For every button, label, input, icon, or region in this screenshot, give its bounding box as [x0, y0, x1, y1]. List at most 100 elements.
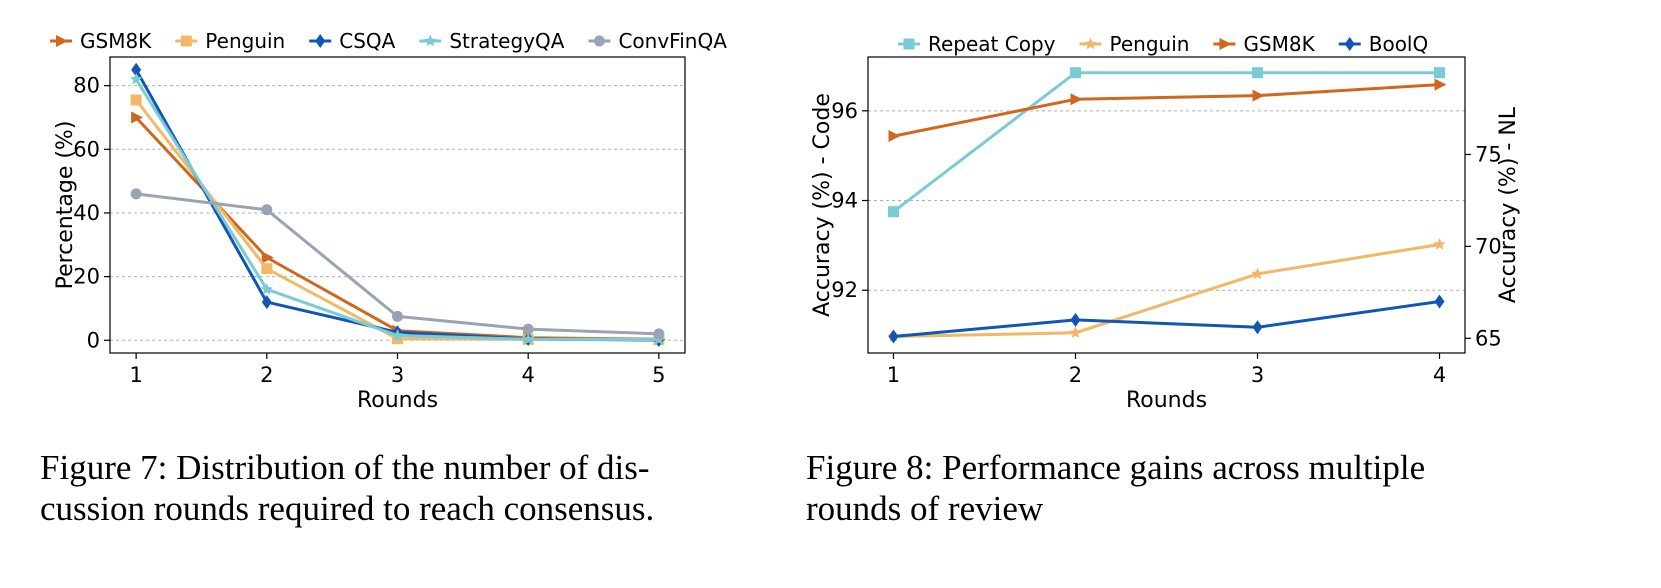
legend-label: GSM8K	[1243, 32, 1315, 56]
legend-marker-repeat-copy	[903, 38, 915, 50]
y-tick-label: 80	[73, 74, 100, 98]
legend-item-convfinqa: ConvFinQA	[588, 29, 727, 53]
data-point-boolq	[1252, 320, 1263, 335]
figure8-caption-line2: rounds of review	[806, 489, 1044, 528]
chart2-series	[887, 67, 1447, 344]
legend-item-gsm8k: GSM8K	[1213, 32, 1316, 56]
legend-label: ConvFinQA	[618, 29, 727, 53]
figure7-caption-line1: Figure 7: Distribution of the number of …	[40, 448, 650, 487]
data-point-strategyqa	[260, 282, 273, 295]
x-tick-label: 1	[129, 363, 142, 387]
chart1-plot-frame	[109, 56, 686, 354]
legend-item-csqa: CSQA	[309, 29, 396, 53]
series-line-repeat-copy	[892, 71, 1440, 213]
data-point-gsm8k	[1252, 89, 1265, 102]
legend-item-penguin: Penguin	[175, 29, 285, 53]
series-csqa	[131, 62, 664, 347]
x-tick-label: 2	[1069, 363, 1082, 387]
legend-item-strategyqa: StrategyQA	[419, 29, 565, 53]
legend-item-boolq: BoolQ	[1338, 32, 1429, 56]
data-point-penguin	[1433, 238, 1446, 250]
data-point-convfinqa	[653, 328, 665, 340]
data-point-strategyqa	[391, 328, 404, 341]
data-point-gsm8k	[1070, 93, 1083, 106]
data-point-boolq	[1070, 312, 1081, 327]
chart1-gridlines	[110, 85, 685, 341]
data-point-penguin	[261, 263, 273, 275]
data-point-penguin	[1069, 326, 1082, 339]
data-point-strategyqa	[129, 72, 143, 85]
chart2-ticks: 92 94 96 65 70 75 1 2 3 4	[831, 99, 1501, 387]
data-point-repeat-copy	[1434, 67, 1446, 79]
data-point-penguin	[1251, 267, 1264, 280]
y-tick-label: 94	[831, 189, 858, 213]
chart2-left-y-axis-label: Accuracy (%) - Code	[810, 93, 835, 317]
x-tick-label: 4	[1433, 363, 1446, 387]
data-point-repeat-copy	[887, 206, 899, 218]
data-point-convfinqa	[261, 204, 273, 216]
series-repeat-copy	[887, 67, 1446, 218]
data-point-penguin	[130, 94, 142, 106]
data-point-boolq	[1434, 294, 1445, 309]
legend-marker-penguin	[180, 35, 192, 47]
data-point-convfinqa	[522, 323, 534, 335]
chart1-series	[129, 62, 666, 347]
legend-label: Penguin	[1110, 32, 1190, 56]
figure7-caption: Figure 7: Distribution of the number of …	[40, 447, 800, 529]
x-tick-label: 3	[1251, 363, 1264, 387]
y-tick-label: 60	[73, 137, 100, 161]
legend-marker-gsm8k	[1219, 38, 1232, 50]
legend-marker-boolq	[1344, 37, 1355, 51]
data-point-gsm8k	[1434, 78, 1447, 91]
figure8-caption: Figure 8: Performance gains across multi…	[806, 447, 1606, 529]
x-tick-label: 1	[887, 363, 900, 387]
series-gsm8k	[888, 78, 1447, 143]
data-point-gsm8k	[888, 130, 901, 143]
legend-marker-convfinqa	[593, 35, 605, 47]
legend-item-repeat-copy: Repeat Copy	[898, 32, 1056, 56]
legend-label: Penguin	[205, 29, 285, 53]
legend-marker-gsm8k	[56, 35, 68, 47]
legend-item-penguin: Penguin	[1079, 32, 1190, 56]
series-boolq	[888, 294, 1445, 344]
chart2-right-y-axis-label: Accuracy (%) - NL	[1496, 106, 1521, 303]
series-gsm8k	[131, 111, 666, 346]
legend-marker-strategyqa	[424, 34, 437, 47]
legend-label: BoolQ	[1369, 32, 1429, 56]
legend-item-gsm8k: GSM8K	[50, 29, 152, 53]
x-tick-label: 4	[521, 363, 534, 387]
y-tick-label: 92	[831, 278, 858, 302]
chart1-ticks: 0 20 40 60 80 1 2 3 4 5	[73, 74, 665, 387]
series-convfinqa	[130, 188, 665, 340]
data-point-strategyqa	[522, 332, 535, 345]
legend-label: StrategyQA	[449, 29, 564, 53]
legend-label: Repeat Copy	[928, 32, 1056, 56]
data-point-csqa	[131, 62, 142, 77]
y2-tick-label: 75	[1475, 142, 1502, 166]
legend-marker-csqa	[315, 34, 326, 48]
chart2-x-axis-label: Rounds	[1126, 388, 1207, 413]
y-tick-label: 0	[87, 328, 100, 352]
chart2-gridlines	[868, 110, 1465, 291]
y-tick-label: 20	[73, 265, 100, 289]
chart1-legend: GSM8K Penguin CSQA StrategyQA ConvFinQA	[50, 29, 727, 53]
series-line-gsm8k	[893, 83, 1440, 138]
y2-tick-label: 65	[1475, 326, 1502, 350]
series-penguin	[130, 94, 665, 346]
legend-marker-penguin	[1084, 37, 1097, 50]
series-strategyqa	[129, 72, 666, 345]
data-point-convfinqa	[130, 188, 142, 200]
legend-label: CSQA	[339, 29, 395, 53]
series-line-gsm8k	[135, 116, 659, 341]
x-tick-label: 5	[652, 363, 665, 387]
data-point-repeat-copy	[1252, 67, 1264, 79]
x-tick-label: 3	[391, 363, 404, 387]
data-point-csqa	[261, 295, 272, 310]
data-point-boolq	[888, 329, 899, 344]
series-line-boolq	[893, 300, 1440, 338]
data-point-repeat-copy	[1069, 67, 1081, 79]
data-point-gsm8k	[261, 251, 274, 264]
legend-label: GSM8K	[80, 29, 152, 53]
data-point-convfinqa	[392, 310, 403, 322]
